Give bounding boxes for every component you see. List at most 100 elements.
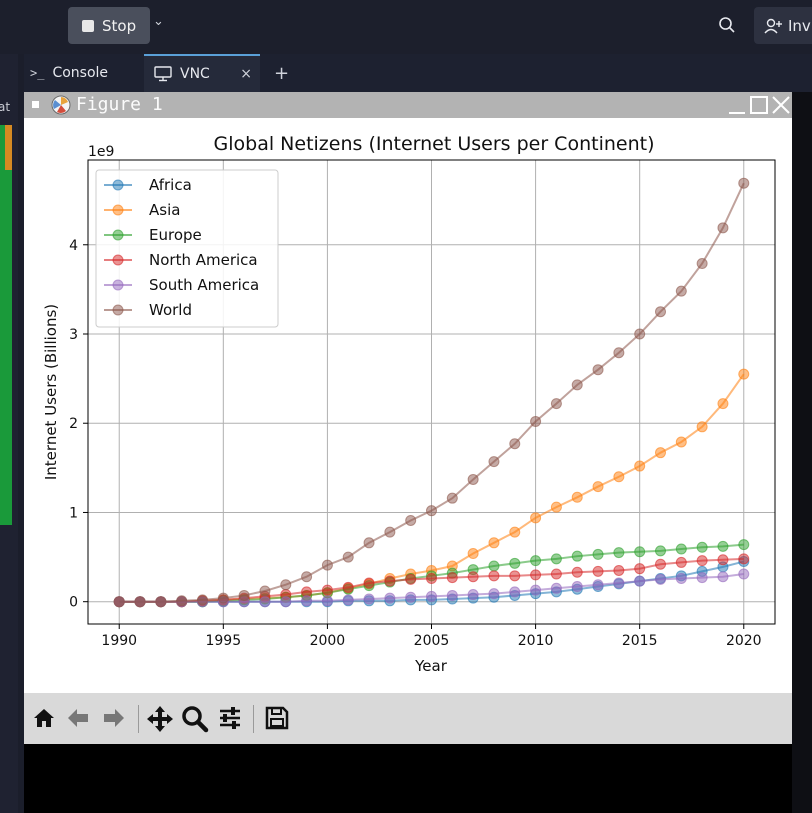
data-point-north-america xyxy=(738,553,750,565)
maximize-icon[interactable] xyxy=(748,94,770,116)
home-icon[interactable] xyxy=(31,705,57,731)
data-point-north-america xyxy=(363,577,375,589)
data-point-world xyxy=(134,596,146,608)
data-point-south-america xyxy=(675,572,687,584)
forward-icon[interactable] xyxy=(101,705,127,731)
axis-ticks: 1990 1995 2000 2005 2010 2015 2020 0 1 2 3 4 xyxy=(69,238,762,649)
data-point-north-america xyxy=(550,568,562,580)
zoom-icon[interactable] xyxy=(181,705,209,733)
figure-window: Figure 1 1990 1995 2000 2005 2010 2015 2020 0 1 2… xyxy=(24,92,792,744)
y-tick-label: 3 xyxy=(69,327,78,343)
legend-marker xyxy=(112,229,124,241)
data-point-europe xyxy=(550,553,562,565)
data-point-south-america xyxy=(321,595,333,607)
data-point-world xyxy=(384,526,396,538)
add-tab-button[interactable]: + xyxy=(274,62,290,84)
data-point-world xyxy=(571,379,583,391)
data-point-world xyxy=(530,415,542,427)
legend-label: Africa xyxy=(149,176,192,194)
data-point-world xyxy=(113,596,125,608)
chart-title: Global Netizens (Internet Users per Cont… xyxy=(214,133,655,155)
data-point-south-america xyxy=(717,571,729,583)
left-panel-green-bar xyxy=(0,125,12,525)
data-point-europe xyxy=(738,539,750,551)
data-point-world xyxy=(738,177,750,189)
data-point-south-america xyxy=(467,589,479,601)
pan-icon[interactable] xyxy=(146,705,174,733)
data-point-europe xyxy=(509,557,521,569)
data-point-asia xyxy=(696,421,708,433)
data-point-world xyxy=(613,347,625,359)
data-point-asia xyxy=(675,436,687,448)
stop-label: Stop xyxy=(102,16,137,35)
minimize-icon[interactable] xyxy=(726,94,748,116)
data-point-south-america xyxy=(696,572,708,584)
data-point-europe xyxy=(488,560,500,572)
tab-vnc-label: VNC xyxy=(180,66,210,82)
data-point-world xyxy=(488,456,500,468)
legend: Africa Asia Europe North America South Ameri… xyxy=(95,169,279,328)
data-point-world xyxy=(426,505,437,517)
back-icon[interactable] xyxy=(65,705,91,731)
data-point-world xyxy=(550,398,562,410)
stop-button[interactable]: Stop xyxy=(68,7,150,44)
legend-marker xyxy=(112,204,124,216)
data-point-asia xyxy=(550,501,562,513)
data-point-north-america xyxy=(696,555,708,567)
figure-title: Figure 1 xyxy=(76,94,163,115)
save-icon[interactable] xyxy=(264,705,290,731)
data-point-europe xyxy=(613,547,625,559)
data-point-south-america xyxy=(655,573,666,585)
data-point-europe xyxy=(696,541,708,553)
chevron-down-icon[interactable]: ⌄ xyxy=(153,14,164,29)
data-point-europe xyxy=(634,546,646,558)
search-icon[interactable] xyxy=(718,16,736,34)
y-tick-label: 2 xyxy=(69,416,78,432)
vnc-background xyxy=(24,744,792,813)
y-tick-label: 4 xyxy=(69,238,78,254)
x-tick-label: 2020 xyxy=(726,633,762,649)
data-point-europe xyxy=(592,548,604,560)
close-icon[interactable] xyxy=(770,94,792,116)
data-point-south-america xyxy=(384,592,396,604)
tab-console[interactable]: >_ Console xyxy=(30,54,108,92)
data-point-world xyxy=(176,595,188,607)
data-point-north-america xyxy=(446,572,458,584)
legend-marker xyxy=(112,254,124,266)
close-tab-icon[interactable]: × xyxy=(240,66,252,82)
data-point-south-america xyxy=(509,586,521,598)
legend-item-africa: Africa xyxy=(104,176,192,194)
data-point-north-america xyxy=(467,571,479,583)
top-bar: Stop ⌄ Inv xyxy=(0,0,812,54)
data-point-south-america xyxy=(259,596,271,608)
configure-icon[interactable] xyxy=(217,705,243,731)
figure-titlebar: Figure 1 xyxy=(24,92,792,118)
line-chart[interactable]: 1990 1995 2000 2005 2010 2015 2020 0 1 2 3 4 Global… xyxy=(24,118,792,693)
data-point-asia xyxy=(530,512,542,524)
data-point-world xyxy=(696,258,708,270)
data-point-world xyxy=(301,571,313,583)
data-point-world xyxy=(197,594,208,606)
invite-button[interactable]: Inv xyxy=(754,7,812,44)
data-point-north-america xyxy=(405,573,417,585)
window-menu-icon[interactable] xyxy=(32,101,39,108)
data-point-asia xyxy=(571,491,583,503)
data-point-north-america xyxy=(509,570,521,582)
data-point-south-america xyxy=(634,575,646,587)
data-point-world xyxy=(217,592,229,604)
legend-item-north-america: North America xyxy=(104,251,258,269)
data-point-asia xyxy=(655,447,666,459)
legend-label: North America xyxy=(149,251,258,269)
grid-lines xyxy=(88,160,775,624)
data-point-south-america xyxy=(592,579,604,591)
toolbar-separator xyxy=(253,705,254,733)
data-point-south-america xyxy=(426,590,437,602)
data-point-europe xyxy=(717,540,729,552)
data-point-north-america xyxy=(321,584,333,596)
invite-label: Inv xyxy=(788,16,811,35)
data-point-world xyxy=(467,473,479,485)
data-point-north-america xyxy=(675,556,687,568)
tab-vnc[interactable]: VNC × xyxy=(144,54,260,92)
data-point-south-america xyxy=(301,595,313,607)
series-lines xyxy=(113,177,750,608)
